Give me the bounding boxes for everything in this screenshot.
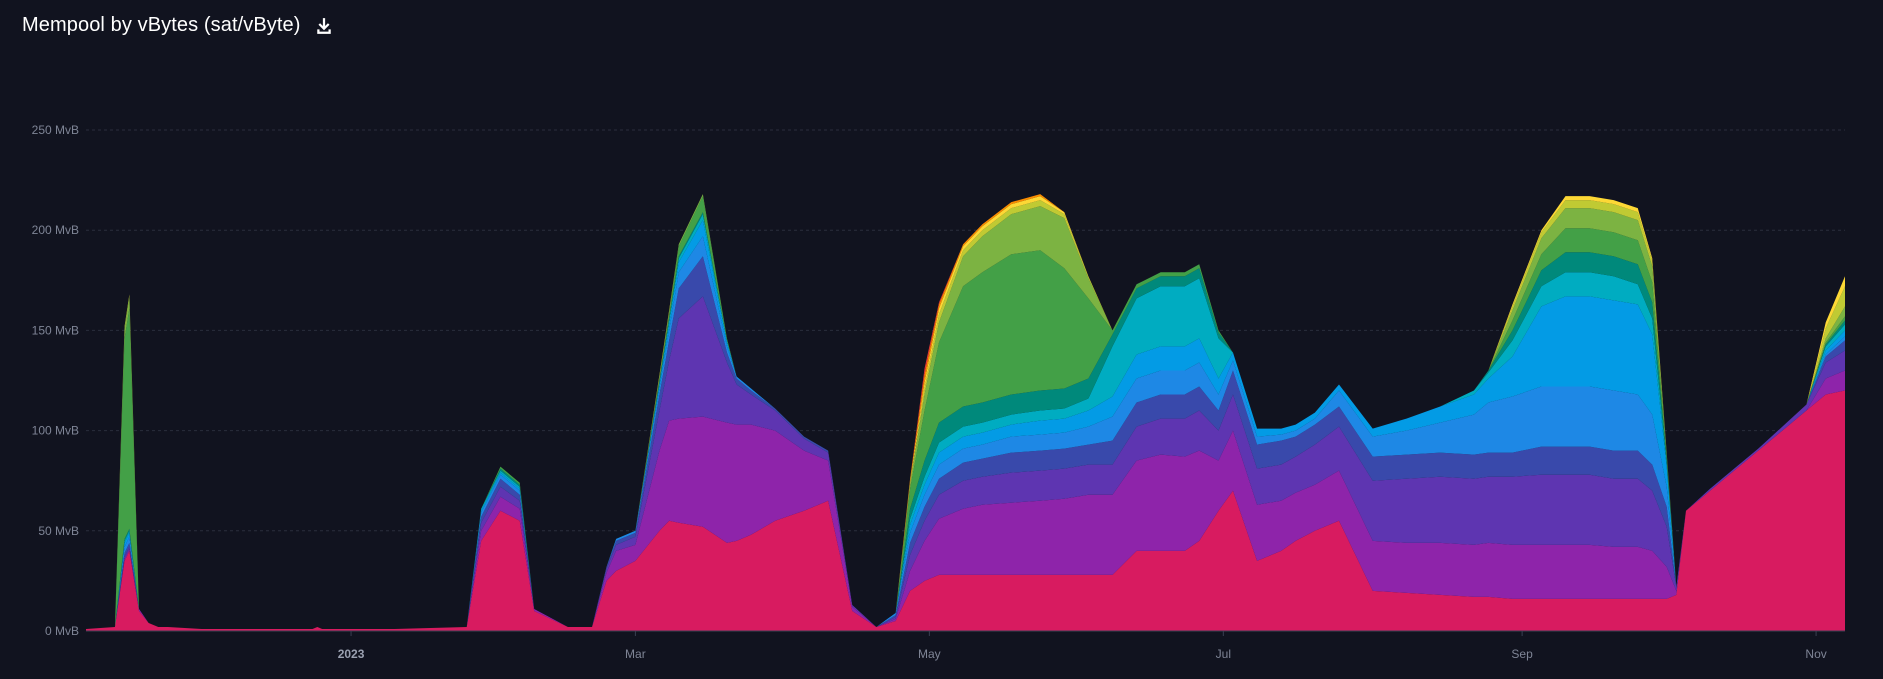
x-tick-label: 2023 (338, 647, 365, 661)
y-tick-label: 100 MvB (32, 424, 79, 438)
series-area-0[interactable] (86, 390, 1845, 631)
download-icon-glyph (316, 17, 331, 34)
y-tick-label: 0 MvB (45, 624, 79, 638)
series-area-9[interactable] (86, 194, 1845, 629)
download-icon[interactable] (313, 15, 335, 37)
series-area-1[interactable] (86, 370, 1845, 629)
y-tick-label: 250 MvB (32, 123, 79, 137)
x-tick-label: Jul (1216, 647, 1231, 661)
chart-header: Mempool by vBytes (sat/vByte) (22, 14, 335, 37)
chart-title: Mempool by vBytes (sat/vByte) (22, 14, 301, 36)
series-area-4[interactable] (86, 236, 1845, 629)
x-tick-label: Mar (625, 647, 646, 661)
series-area-7[interactable] (86, 212, 1845, 629)
x-tick-label: Nov (1805, 647, 1826, 661)
x-tick-label: Sep (1511, 647, 1533, 661)
y-tick-label: 150 MvB (32, 323, 79, 337)
x-tick-label: May (918, 647, 941, 661)
y-tick-label: 200 MvB (32, 223, 79, 237)
y-tick-label: 50 MvB (38, 524, 79, 538)
